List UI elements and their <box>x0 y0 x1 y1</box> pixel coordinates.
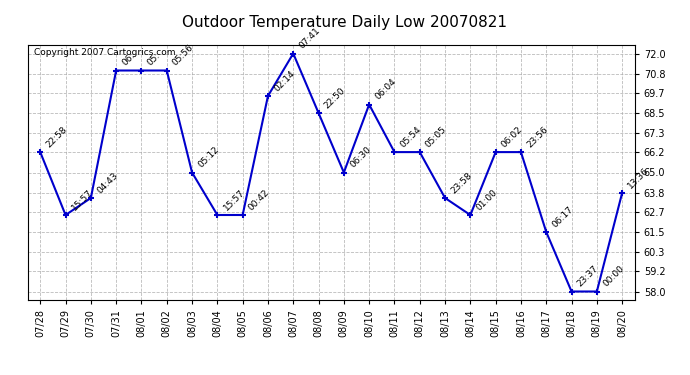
Text: 02:14: 02:14 <box>272 69 297 93</box>
Text: 06:17: 06:17 <box>551 204 575 229</box>
Text: 06:30: 06:30 <box>348 145 373 170</box>
Text: 05:05: 05:05 <box>424 124 448 149</box>
Text: 00:42: 00:42 <box>247 188 271 212</box>
Text: Outdoor Temperature Daily Low 20070821: Outdoor Temperature Daily Low 20070821 <box>182 15 508 30</box>
Text: 00:00: 00:00 <box>601 264 626 289</box>
Text: 07:41: 07:41 <box>297 26 322 51</box>
Text: 05:54: 05:54 <box>399 125 423 149</box>
Text: 23:37: 23:37 <box>575 264 600 289</box>
Text: 06:04: 06:04 <box>373 77 398 102</box>
Text: 05:12: 05:12 <box>196 145 221 170</box>
Text: 01:00: 01:00 <box>475 188 499 212</box>
Text: 13:36: 13:36 <box>627 165 651 190</box>
Text: 05:56: 05:56 <box>171 43 195 68</box>
Text: 04:43: 04:43 <box>95 171 119 195</box>
Text: Copyright 2007 Cartogrics.com: Copyright 2007 Cartogrics.com <box>34 48 175 57</box>
Text: 23:56: 23:56 <box>525 125 550 149</box>
Text: 15:57: 15:57 <box>221 188 246 212</box>
Text: 05:: 05: <box>146 51 162 68</box>
Text: 22:58: 22:58 <box>44 125 69 149</box>
Text: 06:02: 06:02 <box>500 125 524 149</box>
Text: 22:50: 22:50 <box>323 86 347 110</box>
Text: 23:58: 23:58 <box>449 171 474 195</box>
Text: 15:57: 15:57 <box>70 188 95 212</box>
Text: 06:: 06: <box>120 51 137 68</box>
